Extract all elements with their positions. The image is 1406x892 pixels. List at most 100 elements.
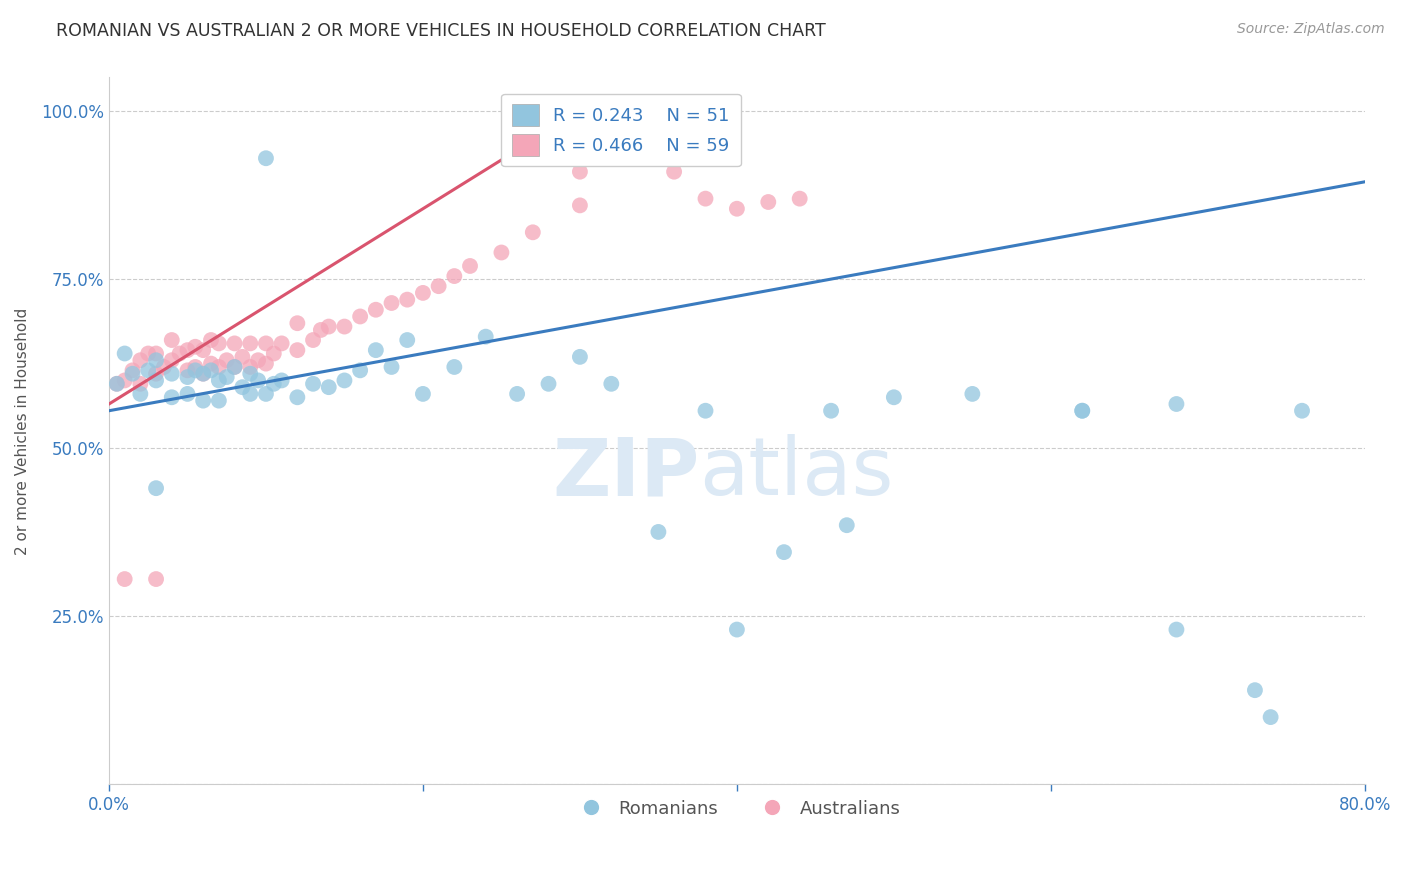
Point [1071, 403, 1094, 417]
Point [568, 164, 591, 178]
Point [506, 387, 529, 401]
Point [121, 363, 143, 377]
Point [145, 346, 167, 360]
Point [208, 393, 231, 408]
Point [145, 481, 167, 495]
Point [254, 357, 277, 371]
Point [191, 393, 214, 408]
Point [145, 353, 167, 368]
Point [309, 323, 332, 337]
Point [302, 376, 325, 391]
Point [247, 353, 270, 368]
Point [145, 367, 167, 381]
Point [184, 363, 207, 377]
Point [176, 387, 198, 401]
Point [114, 346, 136, 360]
Point [239, 387, 262, 401]
Point [568, 350, 591, 364]
Point [254, 151, 277, 165]
Point [600, 137, 623, 152]
Point [184, 340, 207, 354]
Point [263, 346, 285, 360]
Point [105, 376, 128, 391]
Point [662, 164, 685, 178]
Point [616, 120, 638, 135]
Point [1291, 403, 1313, 417]
Y-axis label: 2 or more Vehicles in Household: 2 or more Vehicles in Household [15, 308, 30, 555]
Point [474, 329, 496, 343]
Point [231, 380, 253, 394]
Point [153, 359, 176, 374]
Point [537, 376, 560, 391]
Point [318, 380, 340, 394]
Point [631, 104, 654, 119]
Point [191, 367, 214, 381]
Point [160, 333, 183, 347]
Point [302, 333, 325, 347]
Point [318, 319, 340, 334]
Point [491, 245, 513, 260]
Point [184, 359, 207, 374]
Point [412, 285, 434, 300]
Point [695, 403, 717, 417]
Point [443, 268, 465, 283]
Legend: Romanians, Australians: Romanians, Australians [567, 792, 908, 825]
Point [160, 390, 183, 404]
Point [600, 376, 623, 391]
Point [364, 302, 387, 317]
Point [1260, 710, 1282, 724]
Point [1166, 623, 1188, 637]
Point [224, 359, 246, 374]
Point [458, 259, 481, 273]
Point [380, 359, 402, 374]
Point [208, 373, 231, 387]
Point [725, 623, 748, 637]
Point [105, 376, 128, 391]
Point [224, 359, 246, 374]
Text: Source: ZipAtlas.com: Source: ZipAtlas.com [1237, 22, 1385, 37]
Point [820, 403, 842, 417]
Point [239, 336, 262, 351]
Point [145, 572, 167, 586]
Text: atlas: atlas [699, 434, 894, 512]
Point [270, 336, 292, 351]
Point [270, 373, 292, 387]
Point [835, 518, 858, 533]
Point [647, 524, 669, 539]
Point [145, 373, 167, 387]
Point [136, 363, 159, 377]
Point [962, 387, 984, 401]
Point [136, 346, 159, 360]
Point [364, 343, 387, 358]
Point [333, 319, 356, 334]
Point [756, 194, 779, 209]
Point [129, 376, 152, 391]
Point [522, 225, 544, 239]
Point [412, 387, 434, 401]
Point [247, 373, 270, 387]
Point [215, 353, 238, 368]
Point [380, 296, 402, 310]
Point [121, 367, 143, 381]
Point [1244, 683, 1267, 698]
Point [239, 367, 262, 381]
Point [114, 373, 136, 387]
Point [191, 367, 214, 381]
Point [263, 376, 285, 391]
Point [695, 192, 717, 206]
Point [215, 370, 238, 384]
Point [160, 367, 183, 381]
Point [396, 293, 419, 307]
Point [231, 350, 253, 364]
Point [176, 343, 198, 358]
Text: ZIP: ZIP [553, 434, 699, 512]
Point [443, 359, 465, 374]
Point [396, 333, 419, 347]
Point [191, 343, 214, 358]
Point [568, 198, 591, 212]
Point [1166, 397, 1188, 411]
Point [169, 346, 191, 360]
Point [333, 373, 356, 387]
Point [200, 357, 222, 371]
Point [239, 359, 262, 374]
